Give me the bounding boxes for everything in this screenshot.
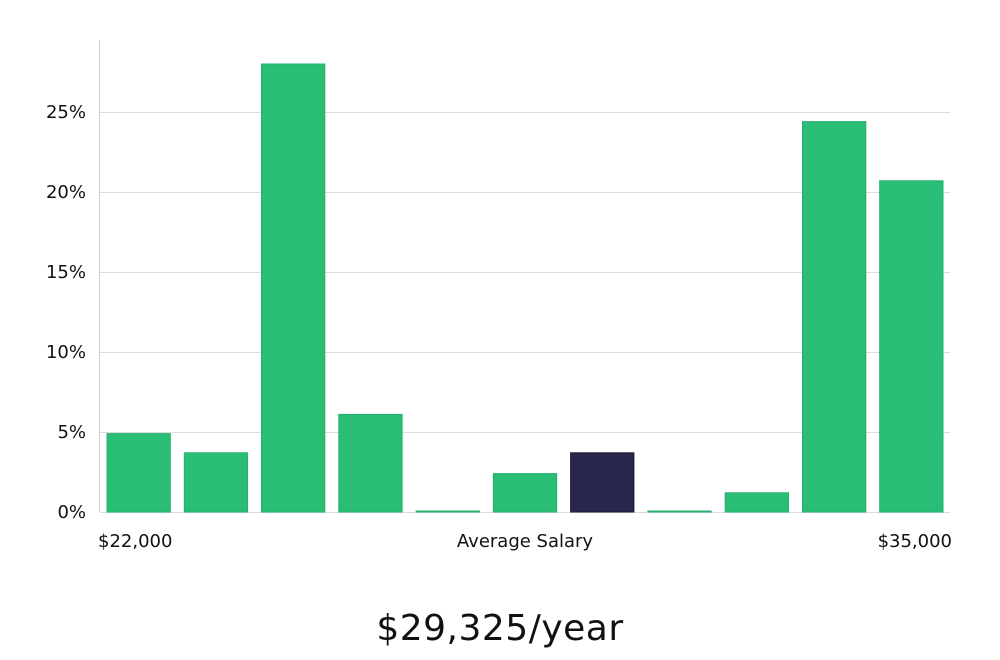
gridlines — [100, 112, 950, 513]
bar — [492, 473, 558, 513]
bar — [724, 492, 790, 513]
y-tick-label: 25% — [46, 102, 86, 123]
x-max-label: $35,000 — [878, 531, 952, 552]
y-axis-ticks: 0% 5% 10% 15% 20% 25% — [46, 102, 86, 523]
bar — [338, 413, 403, 513]
bar — [415, 510, 480, 513]
average-salary-headline: $29,325/year — [376, 608, 624, 649]
bar — [802, 121, 867, 513]
bar — [261, 63, 326, 513]
y-tick-label: 5% — [57, 422, 86, 443]
bar — [183, 452, 249, 513]
x-min-label: $22,000 — [98, 531, 172, 552]
y-tick-label: 15% — [46, 262, 86, 283]
y-tick-label: 20% — [46, 182, 86, 203]
bar — [106, 433, 171, 513]
bar-highlighted — [570, 452, 635, 513]
y-tick-label: 0% — [57, 502, 86, 523]
bars — [106, 63, 944, 513]
x-center-label: Average Salary — [457, 531, 594, 552]
salary-distribution-chart: 0%5%10%15%20%25% $22,000 Average Salary … — [46, 40, 952, 552]
bar — [647, 510, 712, 513]
bar — [879, 180, 944, 513]
y-tick-label: 10% — [46, 342, 86, 363]
